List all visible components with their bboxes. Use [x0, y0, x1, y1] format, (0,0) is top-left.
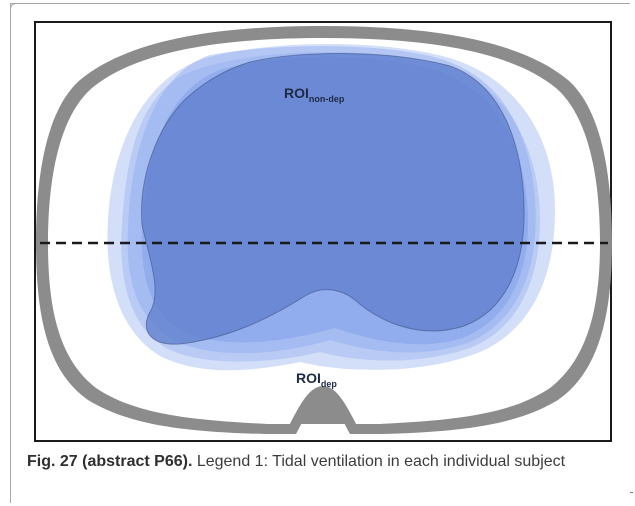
subject-region-main: [141, 52, 525, 345]
figure-label: Fig. 27 (abstract P66).: [27, 453, 193, 470]
caption-text: Legend 1: Tidal ventilation in each indi…: [192, 453, 566, 470]
roi-dep-label: ROIdep: [296, 370, 337, 389]
page-corner: [10, 3, 22, 15]
spine-marker: [290, 392, 356, 424]
roi-non-dep-label: ROInon-dep: [284, 85, 345, 104]
figure-caption: Fig. 27 (abstract P66). Legend 1: Tidal …: [27, 451, 607, 472]
eit-figure: ROInon-dep ROIdep: [34, 21, 612, 442]
ventilation-regions: [107, 43, 556, 371]
eit-image: ROInon-dep ROIdep: [34, 21, 612, 442]
page-frame: [10, 3, 630, 503]
page-edge-mark: [630, 492, 633, 493]
thorax-outline: [36, 26, 612, 434]
